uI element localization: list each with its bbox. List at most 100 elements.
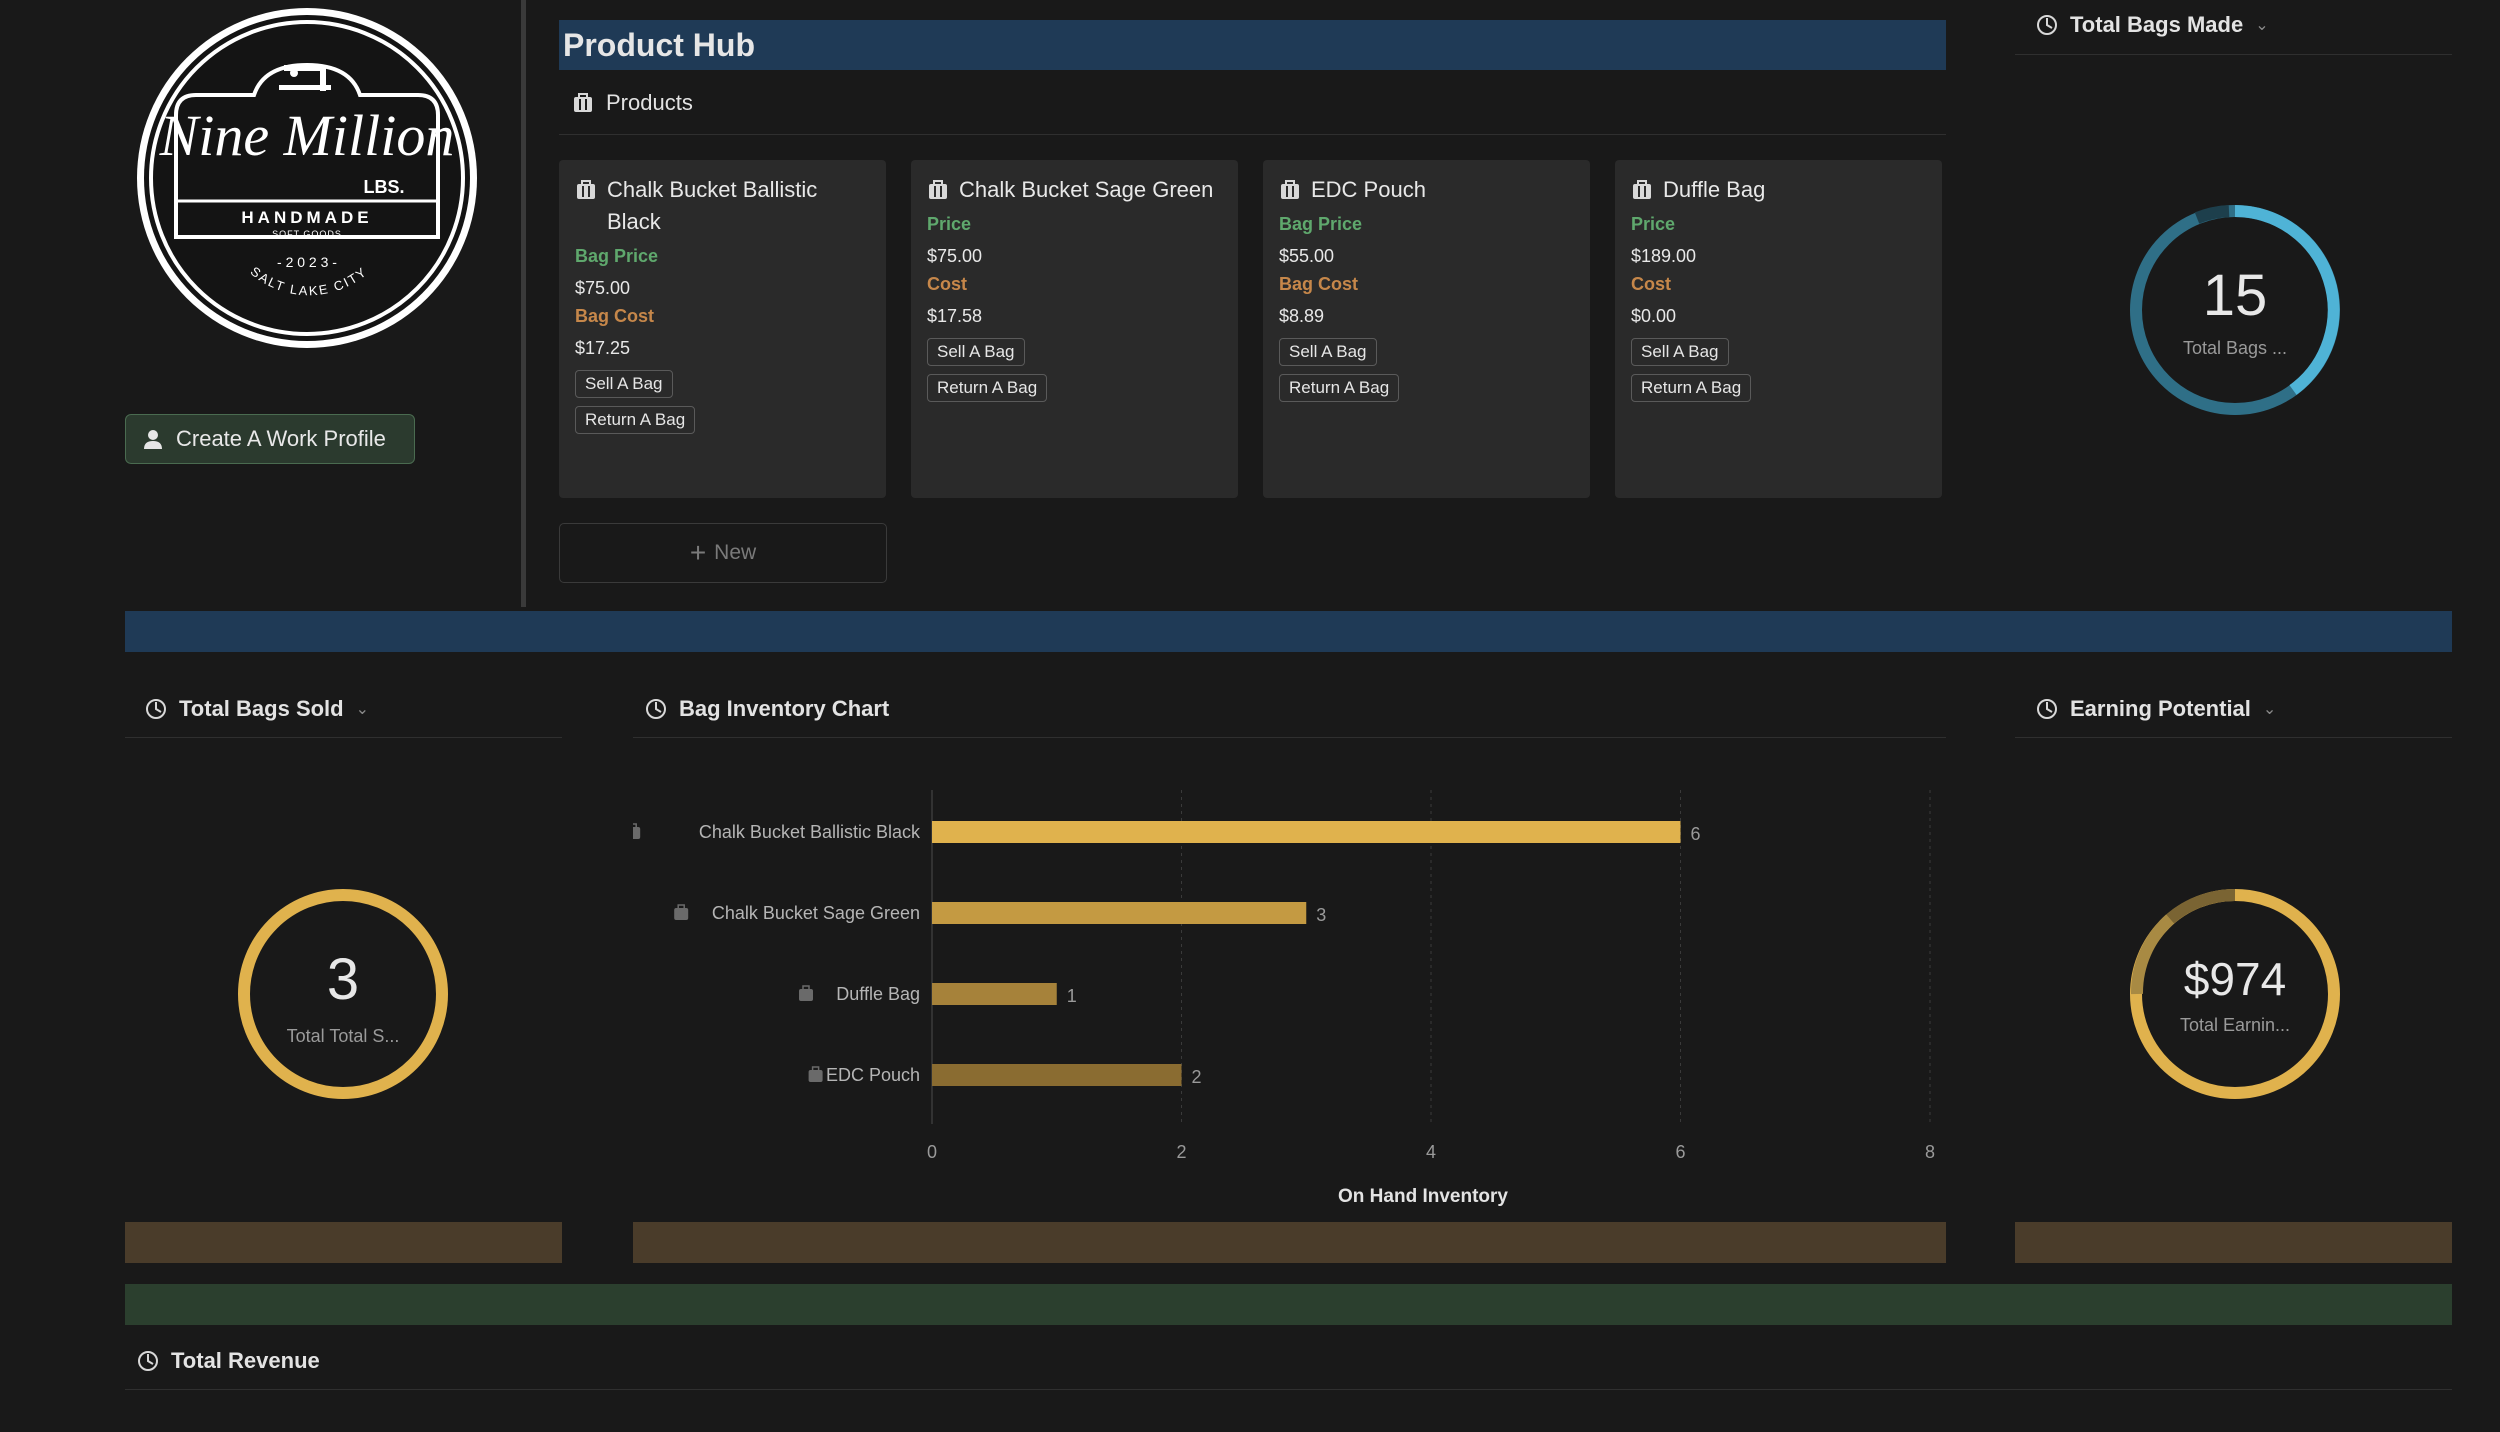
- total-sold-divider: [125, 737, 562, 738]
- chevron-down-icon: ⌄: [355, 701, 370, 718]
- vertical-divider: [521, 0, 526, 607]
- total-revenue-header[interactable]: Total Revenue: [137, 1348, 320, 1374]
- user-icon: [144, 430, 162, 449]
- product-title: Chalk Bucket Ballistic Black: [607, 177, 818, 234]
- sell-bag-button[interactable]: Sell A Bag: [1631, 338, 1729, 366]
- return-bag-button[interactable]: Return A Bag: [927, 374, 1048, 402]
- product-title: Chalk Bucket Sage Green: [959, 177, 1214, 202]
- clock-chart-icon: [2037, 699, 2057, 719]
- sewing-machine-icon: [279, 65, 331, 91]
- clock-chart-icon: [2037, 15, 2057, 35]
- sell-bag-button[interactable]: Sell A Bag: [927, 338, 1025, 366]
- new-product-button[interactable]: + New: [559, 523, 887, 583]
- create-work-profile-button[interactable]: Create A Work Profile: [125, 414, 415, 464]
- earning-label: Total Earnin...: [2179, 1015, 2291, 1035]
- total-sold-label: Total Total S...: [286, 1026, 400, 1046]
- total-sold-header[interactable]: Total Bags Sold ⌄: [145, 696, 369, 722]
- bag-icon: [674, 904, 689, 920]
- brand-logo: Nine Million LBS. HANDMADE SOFT GOODS - …: [134, 5, 480, 351]
- total-revenue-divider: [125, 1389, 2452, 1390]
- sell-bag-button[interactable]: Sell A Bag: [1279, 338, 1377, 366]
- earning-value: $974: [2183, 953, 2287, 1005]
- x-tick-label: 0: [927, 1142, 937, 1162]
- brand-wordmark: Nine Million: [159, 103, 455, 168]
- price-value: $75.00: [575, 278, 631, 298]
- sell-bag-button[interactable]: Sell A Bag: [575, 370, 673, 398]
- inventory-chart-header[interactable]: Bag Inventory Chart: [645, 696, 889, 722]
- x-axis-title: On Hand Inventory: [1338, 1186, 1508, 1207]
- data-label: 3: [1316, 905, 1326, 925]
- inventory-chart-title: Bag Inventory Chart: [679, 696, 890, 721]
- products-divider: [559, 134, 1946, 135]
- new-label: New: [714, 541, 757, 564]
- chart-bar: [932, 902, 1307, 924]
- total-made-donut: [2130, 205, 2340, 415]
- bag-icon: [577, 180, 595, 199]
- x-tick-label: 4: [1426, 1142, 1436, 1162]
- data-label: 2: [1192, 1067, 1202, 1087]
- price-label: Bag Price: [575, 246, 659, 266]
- product-title: EDC Pouch: [1311, 177, 1426, 202]
- price-value: $189.00: [1631, 246, 1697, 266]
- total-made-value: 15: [2202, 263, 2268, 328]
- products-label: Products: [606, 90, 693, 115]
- product-title: Duffle Bag: [1663, 177, 1766, 202]
- total-made-header[interactable]: Total Bags Made ⌄: [2036, 12, 2269, 38]
- cost-value: $8.89: [1279, 306, 1325, 326]
- category-label: Duffle Bag: [836, 984, 920, 1004]
- total-made-divider: [2015, 54, 2452, 55]
- section-band-green: [125, 1284, 2452, 1325]
- return-bag-button[interactable]: Return A Bag: [1279, 374, 1400, 402]
- brand-handmade: HANDMADE: [241, 208, 372, 227]
- product-card[interactable]: Chalk Bucket Sage Green Price $75.00 Cos…: [911, 160, 1238, 498]
- page-title: Product Hub: [559, 20, 1946, 70]
- cost-value: $17.25: [575, 338, 631, 358]
- total-made-label: Total Bags ...: [2182, 338, 2288, 358]
- product-card[interactable]: EDC Pouch Bag Price $55.00 Bag Cost $8.8…: [1263, 160, 1590, 498]
- bag-icon: [808, 1066, 823, 1082]
- product-card[interactable]: Duffle Bag Price $189.00 Cost $0.00 Sell…: [1615, 160, 1942, 498]
- create-work-profile-label: Create A Work Profile: [176, 426, 386, 451]
- cost-label: Cost: [1631, 274, 1671, 294]
- earning-donut: [2130, 888, 2340, 1099]
- inventory-divider: [633, 737, 1946, 738]
- brand-lbs: LBS.: [363, 177, 404, 197]
- price-label: Price: [1631, 214, 1676, 234]
- product-card[interactable]: Chalk Bucket Ballistic Black Bag Price $…: [559, 160, 886, 498]
- cost-value: $0.00: [1631, 306, 1677, 326]
- brand-year: - 2 0 2 3 -: [277, 254, 337, 270]
- cost-value: $17.58: [927, 306, 983, 326]
- total-made-title: Total Bags Made: [2070, 12, 2244, 37]
- total-sold-title: Total Bags Sold: [179, 696, 344, 721]
- earning-header[interactable]: Earning Potential ⌄: [2036, 696, 2276, 722]
- return-bag-button[interactable]: Return A Bag: [1631, 374, 1752, 402]
- x-tick-label: 2: [1176, 1142, 1186, 1162]
- bag-icon: [799, 985, 813, 1001]
- products-section-header[interactable]: Products: [572, 90, 693, 116]
- earning-divider: [2015, 737, 2452, 738]
- chevron-down-icon: ⌄: [2262, 701, 2277, 718]
- total-revenue-title: Total Revenue: [171, 1348, 320, 1373]
- price-label: Price: [927, 214, 972, 234]
- inventory-chart: 0 2 4 6 8 Chalk Bucket Ballistic Black 6 Chalk …: [633, 790, 1935, 1207]
- section-band-brown: [125, 1222, 562, 1263]
- section-band-brown: [2015, 1222, 2452, 1263]
- section-band-blue: [125, 611, 2452, 652]
- bag-icon: [929, 180, 947, 199]
- price-label: Bag Price: [1279, 214, 1363, 234]
- cost-label: Cost: [927, 274, 967, 294]
- bag-icon: [1281, 180, 1299, 199]
- chart-bar: [932, 821, 1681, 843]
- x-tick-label: 6: [1675, 1142, 1685, 1162]
- data-label: 1: [1067, 986, 1077, 1006]
- bag-icon: [1633, 180, 1651, 199]
- x-tick-label: 8: [1925, 1142, 1935, 1162]
- data-label: 6: [1691, 824, 1701, 844]
- clock-chart-icon: [646, 699, 666, 719]
- bag-icon: [574, 93, 592, 112]
- chart-bar: [932, 983, 1057, 1005]
- brand-softgoods: SOFT GOODS: [272, 229, 342, 239]
- cost-label: Bag Cost: [1279, 274, 1359, 294]
- bag-icon: [633, 823, 641, 839]
- return-bag-button[interactable]: Return A Bag: [575, 406, 696, 434]
